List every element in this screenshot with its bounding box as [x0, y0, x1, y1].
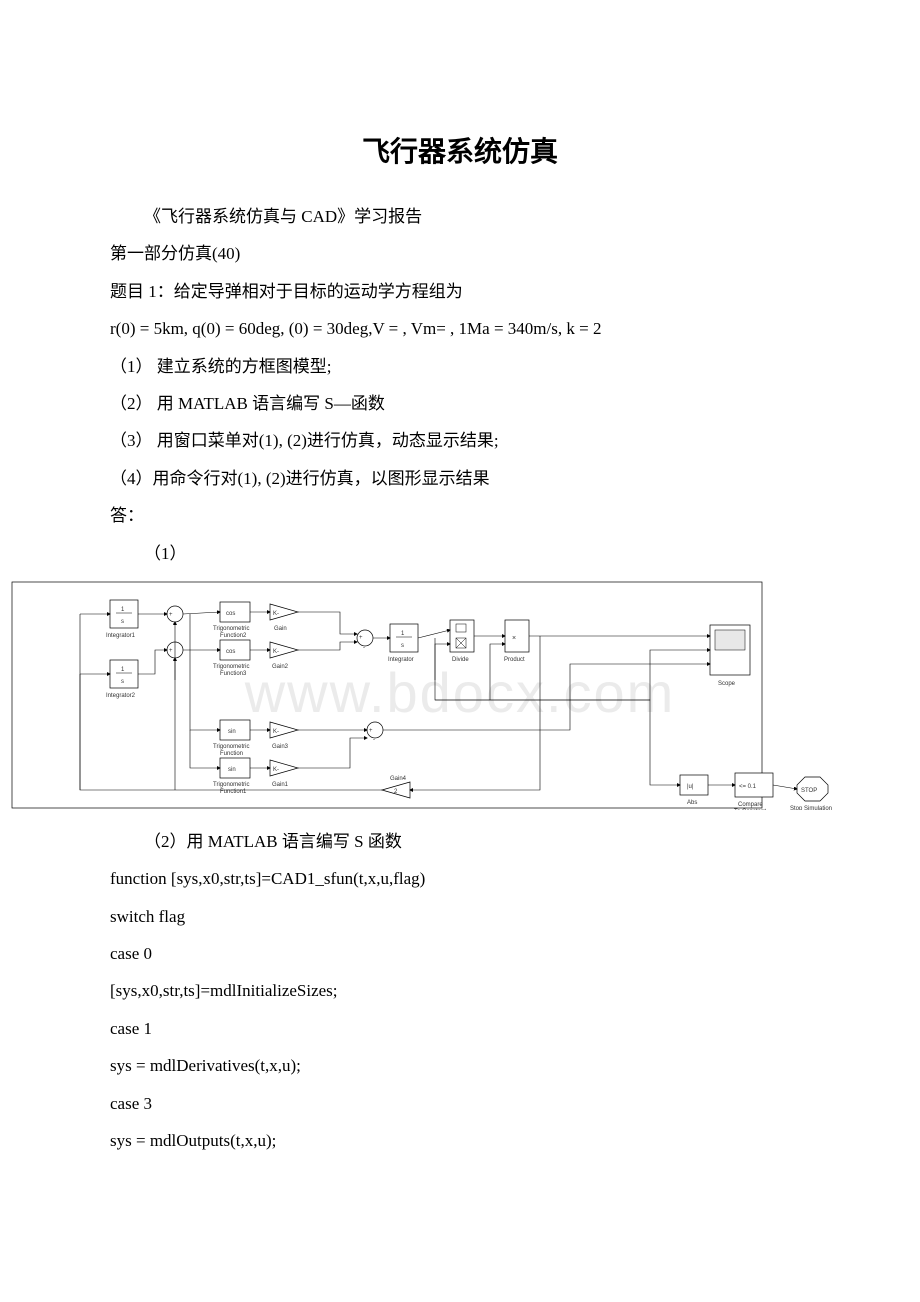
- line-12: function [sys,x0,str,ts]=CAD1_sfun(t,x,u…: [110, 860, 810, 897]
- page-content: 飞行器系统仿真 《飞行器系统仿真与 CAD》学习报告 第一部分仿真(40) 题目…: [0, 0, 920, 1199]
- svg-text:+: +: [169, 612, 173, 618]
- svg-text:cos: cos: [226, 611, 235, 617]
- simulink-diagram: 1 s Integrator1 1 s Integrator2 + -: [10, 580, 910, 815]
- svg-text:+: +: [169, 648, 173, 654]
- svg-text:Trigonometric: Trigonometric: [213, 626, 249, 632]
- gain-block: K- Gain: [270, 604, 298, 632]
- svg-text:Function3: Function3: [220, 671, 247, 677]
- svg-text:Stop Simulation: Stop Simulation: [790, 806, 832, 810]
- svg-text:-: -: [373, 737, 375, 743]
- svg-text:-: -: [363, 645, 365, 651]
- svg-text:Function2: Function2: [220, 633, 247, 639]
- gain3-block: K- Gain3: [270, 722, 298, 750]
- line-7: （3） 用窗口菜单对(1), (2)进行仿真，动态显示结果;: [110, 422, 810, 459]
- line-11: （2）用 MATLAB 语言编写 S 函数: [110, 823, 810, 860]
- line-4: r(0) = 5km, q(0) = 60deg, (0) = 30deg,V …: [110, 310, 810, 347]
- sum4-block: + -: [367, 722, 383, 743]
- svg-text:Abs: Abs: [687, 800, 697, 806]
- integrator-block: 1 s Integrator: [388, 624, 418, 663]
- svg-text:Trigonometric: Trigonometric: [213, 744, 249, 750]
- svg-text:Integrator2: Integrator2: [106, 693, 136, 699]
- svg-text:Function: Function: [220, 751, 243, 757]
- svg-text:Gain2: Gain2: [272, 664, 289, 670]
- svg-text:Divide: Divide: [452, 657, 469, 663]
- svg-text:K-: K-: [273, 649, 279, 655]
- line-9: 答：: [110, 497, 810, 534]
- svg-text:+: +: [359, 635, 363, 641]
- doc-title: 飞行器系统仿真: [110, 130, 810, 170]
- svg-text:s: s: [121, 679, 124, 685]
- integrator2-block: 1 s Integrator2: [106, 660, 138, 699]
- line-17: sys = mdlDerivatives(t,x,u);: [110, 1047, 810, 1084]
- svg-text:Trigonometric: Trigonometric: [213, 664, 249, 670]
- svg-text:sin: sin: [228, 729, 236, 735]
- svg-text:Gain: Gain: [274, 626, 287, 632]
- divide-block: Divide: [450, 620, 474, 663]
- line-5: （1） 建立系统的方框图模型;: [110, 348, 810, 385]
- svg-text:cos: cos: [226, 649, 235, 655]
- trig2-block: cos Trigonometric Function2: [213, 602, 250, 639]
- svg-text:|u|: |u|: [687, 784, 694, 790]
- line-14: case 0: [110, 935, 810, 972]
- svg-text:STOP: STOP: [801, 788, 817, 794]
- svg-text:K-: K-: [273, 611, 279, 617]
- compare-block: <= 0.1 Compare To Constant: [734, 773, 773, 810]
- line-3: 题目 1：给定导弹相对于目标的运动学方程组为: [110, 273, 810, 310]
- svg-text:Gain4: Gain4: [390, 776, 407, 782]
- svg-text:s: s: [401, 643, 404, 649]
- svg-text:+: +: [369, 728, 373, 734]
- gain1-block: K- Gain1: [270, 760, 298, 788]
- line-1: 《飞行器系统仿真与 CAD》学习报告: [110, 198, 810, 235]
- gain2-block: K- Gain2: [270, 642, 298, 670]
- stop-block: STOP Stop Simulation: [790, 777, 832, 810]
- line-13: switch flag: [110, 898, 810, 935]
- svg-text:K-: K-: [273, 767, 279, 773]
- svg-text:Compare: Compare: [738, 802, 763, 808]
- svg-text:To Constant: To Constant: [734, 809, 766, 810]
- line-16: case 1: [110, 1010, 810, 1047]
- svg-text:Gain1: Gain1: [272, 782, 289, 788]
- svg-text:×: ×: [512, 635, 516, 642]
- svg-text:Product: Product: [504, 657, 525, 663]
- line-15: [sys,x0,str,ts]=mdlInitializeSizes;: [110, 972, 810, 1009]
- svg-text:Integrator1: Integrator1: [106, 633, 136, 639]
- svg-text:Trigonometric: Trigonometric: [213, 782, 249, 788]
- svg-text:Integrator: Integrator: [388, 657, 414, 663]
- svg-text:<= 0.1: <= 0.1: [739, 784, 757, 790]
- gain4-block: 2 Gain4: [382, 776, 410, 798]
- trig-block: sin Trigonometric Function: [213, 720, 250, 757]
- line-18: case 3: [110, 1085, 810, 1122]
- integrator1-block: 1 s Integrator1: [106, 600, 138, 639]
- product-block: × Product: [504, 620, 529, 663]
- trig1-block: sin Trigonometric Function1: [213, 758, 250, 795]
- scope-block: Scope: [710, 625, 750, 687]
- svg-text:s: s: [121, 619, 124, 625]
- sum3-block: + -: [357, 630, 373, 651]
- svg-text:Gain3: Gain3: [272, 744, 289, 750]
- svg-text:K-: K-: [273, 729, 279, 735]
- signal-lines: [80, 612, 797, 790]
- abs-block: |u| Abs: [680, 775, 708, 806]
- svg-text:sin: sin: [228, 767, 236, 773]
- line-8: （4）用命令行对(1), (2)进行仿真，以图形显示结果: [110, 460, 810, 497]
- line-6: （2） 用 MATLAB 语言编写 S—函数: [110, 385, 810, 422]
- line-10: （1）: [110, 535, 810, 572]
- line-19: sys = mdlOutputs(t,x,u);: [110, 1122, 810, 1159]
- line-2: 第一部分仿真(40): [110, 235, 810, 272]
- trig3-block: cos Trigonometric Function3: [213, 640, 250, 677]
- svg-text:Scope: Scope: [718, 681, 736, 687]
